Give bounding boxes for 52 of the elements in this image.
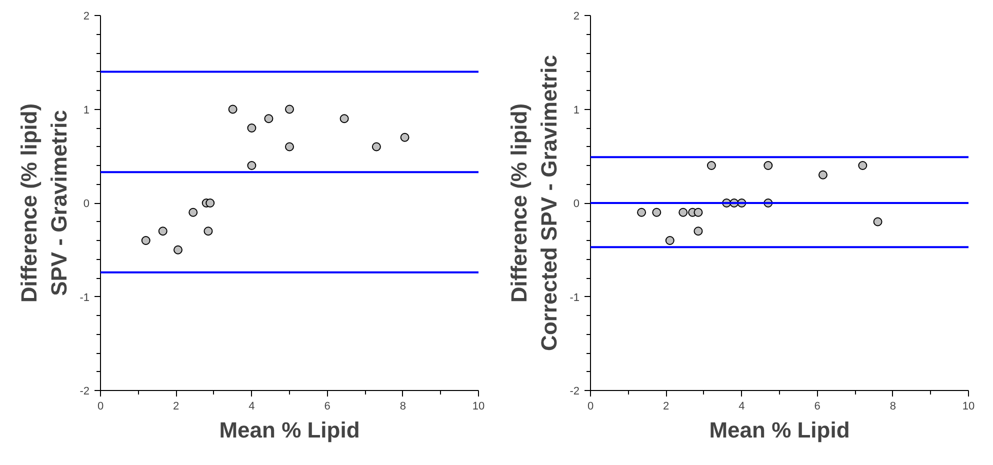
point [652,208,662,217]
point [204,226,213,236]
x-axis-title: Mean % Lipid [219,418,360,442]
point [285,104,294,114]
x-tick-label: 2 [173,400,180,412]
y-tick-label: -1 [570,292,580,304]
point [340,114,349,124]
x-tick-label: 4 [738,400,745,412]
point [141,236,150,245]
x-tick-label: 10 [472,400,485,412]
x-tick-label: 4 [248,400,255,412]
point [247,161,256,170]
point [372,142,381,152]
x-tick-label: 0 [587,400,594,412]
point [158,226,168,236]
point [665,236,674,245]
point [228,104,238,114]
point [264,114,274,124]
point [873,217,882,226]
point [188,208,198,217]
point [285,142,294,152]
y-tick-label: -2 [570,386,580,398]
x-tick-label: 6 [814,400,820,412]
x-tick-label: 8 [890,400,896,412]
point [706,161,716,170]
x-tick-label: 0 [97,400,104,412]
point [764,161,773,170]
y-axis-title: Difference (% lipid) SPV - Gravimetric [16,103,72,303]
point [206,198,215,208]
y-tick-label: 0 [573,198,580,210]
point [694,226,703,236]
x-axis-title: Mean % Lipid [709,418,850,442]
point [818,170,828,180]
point [173,245,182,254]
x-tick-label: 6 [324,400,330,412]
x-tick-label: 10 [962,400,975,412]
point [400,132,410,142]
y-tick-label: 1 [573,104,580,116]
point [247,124,256,132]
y-tick-label: 1 [83,104,90,116]
x-tick-label: 2 [663,400,670,412]
x-tick-label: 8 [400,400,406,412]
y-tick-label: -2 [80,386,90,398]
point [694,208,703,217]
y-tick-label: 2 [83,10,90,22]
point [858,161,868,170]
y-tick-label: 2 [573,10,580,22]
point [637,208,646,217]
y-tick-label: 0 [83,198,90,210]
y-axis-title: Difference (% lipid) Corrected SPV - Gravimetric [506,55,562,351]
y-tick-label: -1 [80,292,90,304]
point [678,208,688,217]
